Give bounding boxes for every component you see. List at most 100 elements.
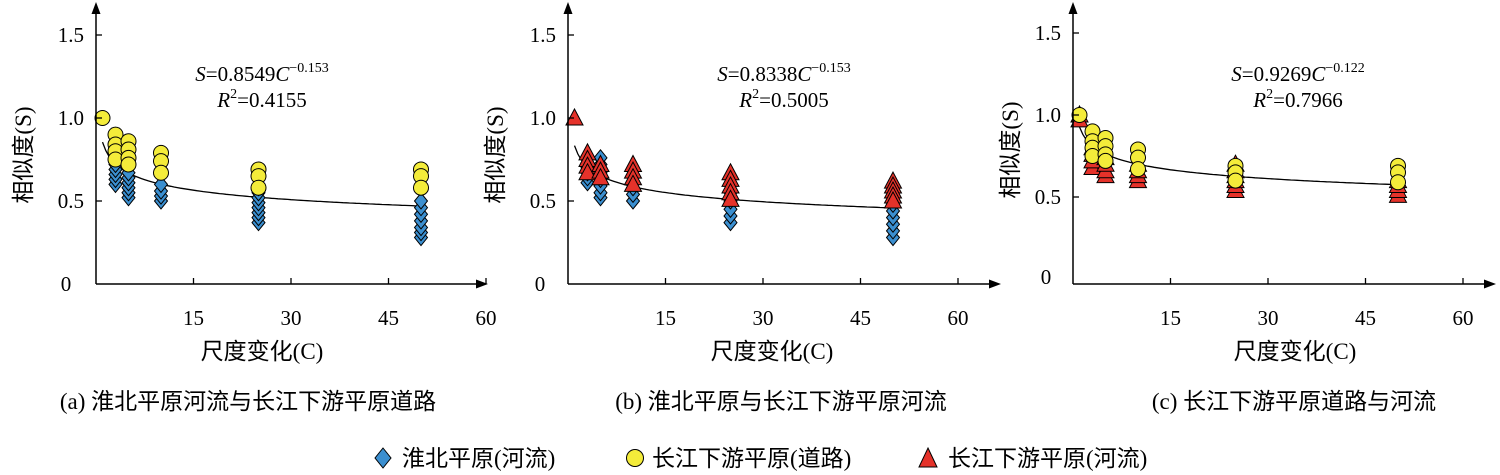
panel-a: S=0.8549C−0.153 R2=0.4155 15 30 45 60 0.5 1.0…	[11, 2, 497, 414]
diamond-marker	[413, 192, 429, 210]
equation-coef: =0.8338	[728, 62, 798, 86]
equation-exp: −0.153	[289, 61, 328, 76]
x-axis-label: 尺度变化(C)	[1234, 339, 1357, 364]
y-tick-label: 1.5	[530, 23, 556, 47]
y-tick-label: 0.5	[530, 189, 556, 213]
legend-label: 长江下游平原(道路)	[652, 446, 851, 471]
markers	[94, 110, 429, 247]
panel-caption: (b) 淮北平原与长江下游平原河流	[615, 389, 947, 414]
r2-value: =0.7966	[1273, 88, 1343, 112]
y-tick-label: 1.5	[1035, 21, 1061, 45]
r2-value: =0.5005	[759, 88, 829, 112]
equation-exp: −0.122	[1325, 61, 1364, 76]
equation-lhs: S	[195, 62, 206, 86]
x-tick-label: 15	[183, 306, 204, 330]
x-axis-arrow-icon	[476, 279, 488, 289]
y-axis-arrow-icon	[1068, 2, 1078, 14]
triangle-marker	[623, 174, 643, 192]
equation-exp: −0.153	[811, 61, 850, 76]
x-tick-label: 15	[1160, 306, 1181, 330]
equation-coef: =0.8549	[206, 62, 276, 86]
y-axis-arrow-icon	[563, 2, 573, 14]
circle-marker	[250, 179, 267, 196]
y-tick-label: 1.0	[1035, 103, 1061, 127]
origin-label: 0	[1041, 265, 1052, 289]
equation: S=0.8549C−0.153	[195, 61, 329, 86]
equation-lhs: S	[717, 62, 728, 86]
y-axis-label: 相似度(S)	[11, 106, 36, 203]
circle-marker	[1097, 152, 1114, 169]
axis-ticks: 15 30 45 60 0.5 1.0 1.5	[530, 23, 969, 330]
x-tick-label: 30	[1258, 306, 1279, 330]
x-tick-label: 60	[1453, 306, 1474, 330]
legend: 淮北平原(河流) 长江下游平原(道路) 长江下游平原(河流)	[374, 446, 1147, 471]
panel-caption: (c) 长江下游平原道路与河流	[1152, 389, 1436, 414]
triangle-marker	[721, 189, 740, 207]
y-tick-label: 1.0	[530, 106, 556, 130]
axis-ticks: 15 30 45 60 0.5 1.0 1.5	[58, 23, 497, 330]
panel-c: S=0.9269C−0.122 R2=0.7966 15 30 45 60 0.5 1.0…	[998, 2, 1496, 414]
equation-coef: =0.9269	[1242, 62, 1312, 86]
circle-marker	[1130, 161, 1146, 178]
equation-var: C	[797, 62, 812, 86]
r2-lhs: R	[738, 88, 752, 112]
circle-marker	[120, 156, 137, 173]
axis-ticks: 15 30 45 60 0.5 1.0 1.5	[1035, 21, 1474, 330]
markers	[1070, 104, 1408, 203]
circle-marker	[413, 179, 429, 196]
x-axis-arrow-icon	[989, 279, 1001, 289]
origin-label: 0	[61, 272, 72, 296]
circle-marker	[1227, 172, 1244, 189]
r2-sup: 2	[230, 87, 237, 102]
y-axis-label: 相似度(S)	[998, 101, 1023, 198]
x-tick-label: 30	[753, 306, 774, 330]
legend-item-yangtze-river: 长江下游平原(河流)	[918, 446, 1147, 471]
markers	[565, 107, 903, 247]
r2-value: =0.4155	[237, 88, 307, 112]
circle-marker	[1071, 107, 1088, 123]
r2-sup: 2	[1266, 87, 1273, 102]
x-axis-arrow-icon	[1484, 279, 1496, 289]
equation-lhs: S	[1231, 62, 1242, 86]
panel-caption: (a) 淮北平原河流与长江下游平原道路	[60, 389, 436, 414]
circle-marker	[153, 164, 169, 181]
y-axis-arrow-icon	[91, 2, 101, 14]
r2-sup: 2	[752, 87, 759, 102]
r2-lhs: R	[216, 88, 230, 112]
origin-label: 0	[535, 272, 546, 296]
r-squared: R2=0.5005	[738, 87, 828, 112]
x-tick-label: 60	[476, 306, 497, 330]
equation-var: C	[275, 62, 290, 86]
y-axis-label: 相似度(S)	[483, 106, 508, 203]
triangle-marker-icon	[918, 446, 938, 468]
equation-var: C	[1311, 62, 1326, 86]
diamond-marker	[153, 175, 169, 194]
x-tick-label: 30	[281, 306, 302, 330]
equation: S=0.8338C−0.153	[717, 61, 851, 86]
triangle-marker	[883, 190, 903, 209]
x-tick-label: 45	[378, 306, 399, 330]
y-tick-label: 1.0	[58, 106, 84, 130]
y-tick-label: 1.5	[58, 23, 84, 47]
diamond-marker-icon	[374, 447, 392, 469]
x-tick-label: 60	[948, 306, 969, 330]
triangle-marker	[591, 167, 610, 186]
equation: S=0.9269C−0.122	[1231, 61, 1365, 86]
circle-marker	[1390, 174, 1406, 191]
x-tick-label: 15	[655, 306, 676, 330]
legend-item-yangtze-road: 长江下游平原(道路)	[626, 446, 851, 471]
r-squared: R2=0.4155	[216, 87, 306, 112]
triangle-marker	[565, 107, 584, 126]
r-squared: R2=0.7966	[1252, 87, 1342, 112]
y-tick-label: 0.5	[58, 189, 84, 213]
panel-b: S=0.8338C−0.153 R2=0.5005 15 30 45 60 0.5 1.0…	[483, 2, 1001, 414]
r2-lhs: R	[1252, 88, 1266, 112]
x-axis-label: 尺度变化(C)	[201, 339, 324, 364]
legend-item-huaibei-river: 淮北平原(河流)	[374, 446, 555, 471]
circle-marker-icon	[626, 449, 644, 467]
x-tick-label: 45	[850, 306, 871, 330]
legend-label: 淮北平原(河流)	[402, 446, 555, 471]
x-axis-label: 尺度变化(C)	[711, 339, 834, 364]
x-tick-label: 45	[1355, 306, 1376, 330]
